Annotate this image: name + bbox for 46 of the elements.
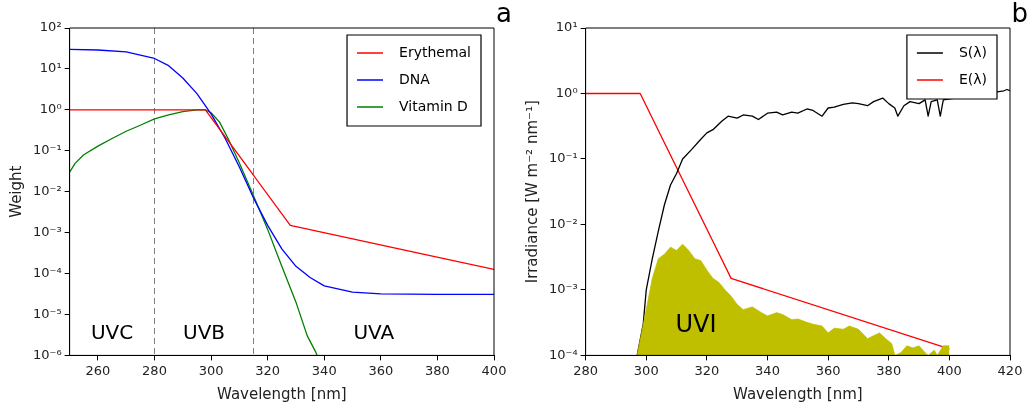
legend-label: S(λ) [958,43,988,60]
x-tick-label: 320 [255,362,281,378]
y-axis-title: Irradiance [W m⁻² nm⁻¹] [522,100,541,284]
x-tick-label: 320 [694,362,720,378]
x-tick-label: 420 [997,362,1023,378]
y-tick-label: 10⁰ [555,84,578,100]
y-tick-label: 10⁻¹ [548,150,578,166]
x-tick-label: 380 [425,362,450,378]
annotation: UVC [90,319,134,344]
text: b [1011,0,1028,28]
y-tick-label: 10⁻³ [32,224,62,239]
legend-label: Erythemal [399,43,471,60]
y-tick-label: 10⁻² [548,215,578,231]
y-axis-title: Weight [6,165,25,218]
x-tick-label: 360 [815,362,841,378]
y-tick-label: 10⁻¹ [32,142,62,158]
x-tick-label: 300 [633,362,659,378]
x-tick-label: 280 [142,362,167,378]
text: a [496,0,512,28]
y-tick-label: 10⁻⁴ [32,264,62,280]
legend-label: Vitamin D [399,97,468,114]
x-tick-label: 360 [368,362,394,378]
y-tick-label: 10¹ [39,60,62,76]
x-axis-title: Wavelength [nm] [733,384,863,403]
annotation: UVI [675,310,717,339]
legend-label: DNA [399,70,431,87]
x-tick-label: 380 [876,362,902,378]
y-tick-label: 10⁻³ [548,281,578,297]
x-axis-title: Wavelength [nm] [217,384,347,403]
annotation: UVB [182,319,226,344]
y-tick-label: 10⁻⁶ [32,346,62,362]
y-tick-label: 10⁻² [32,183,62,199]
x-tick-label: 260 [85,362,111,378]
y-tick-label: 10⁻⁵ [32,305,62,321]
legend-label: E(λ) [958,70,987,87]
annotation: UVA [353,319,395,344]
y-tick-label: 10² [39,19,62,35]
x-tick-label: 400 [481,362,507,378]
y-tick-label: 10¹ [555,19,578,35]
x-tick-label: 340 [311,362,337,378]
x-tick-label: 340 [755,362,780,378]
y-tick-label: 10⁰ [39,101,62,117]
x-tick-label: 400 [936,362,962,378]
x-tick-label: 300 [198,362,224,378]
x-tick-label: 280 [573,362,599,378]
y-tick-label: 10⁻⁴ [548,346,578,362]
